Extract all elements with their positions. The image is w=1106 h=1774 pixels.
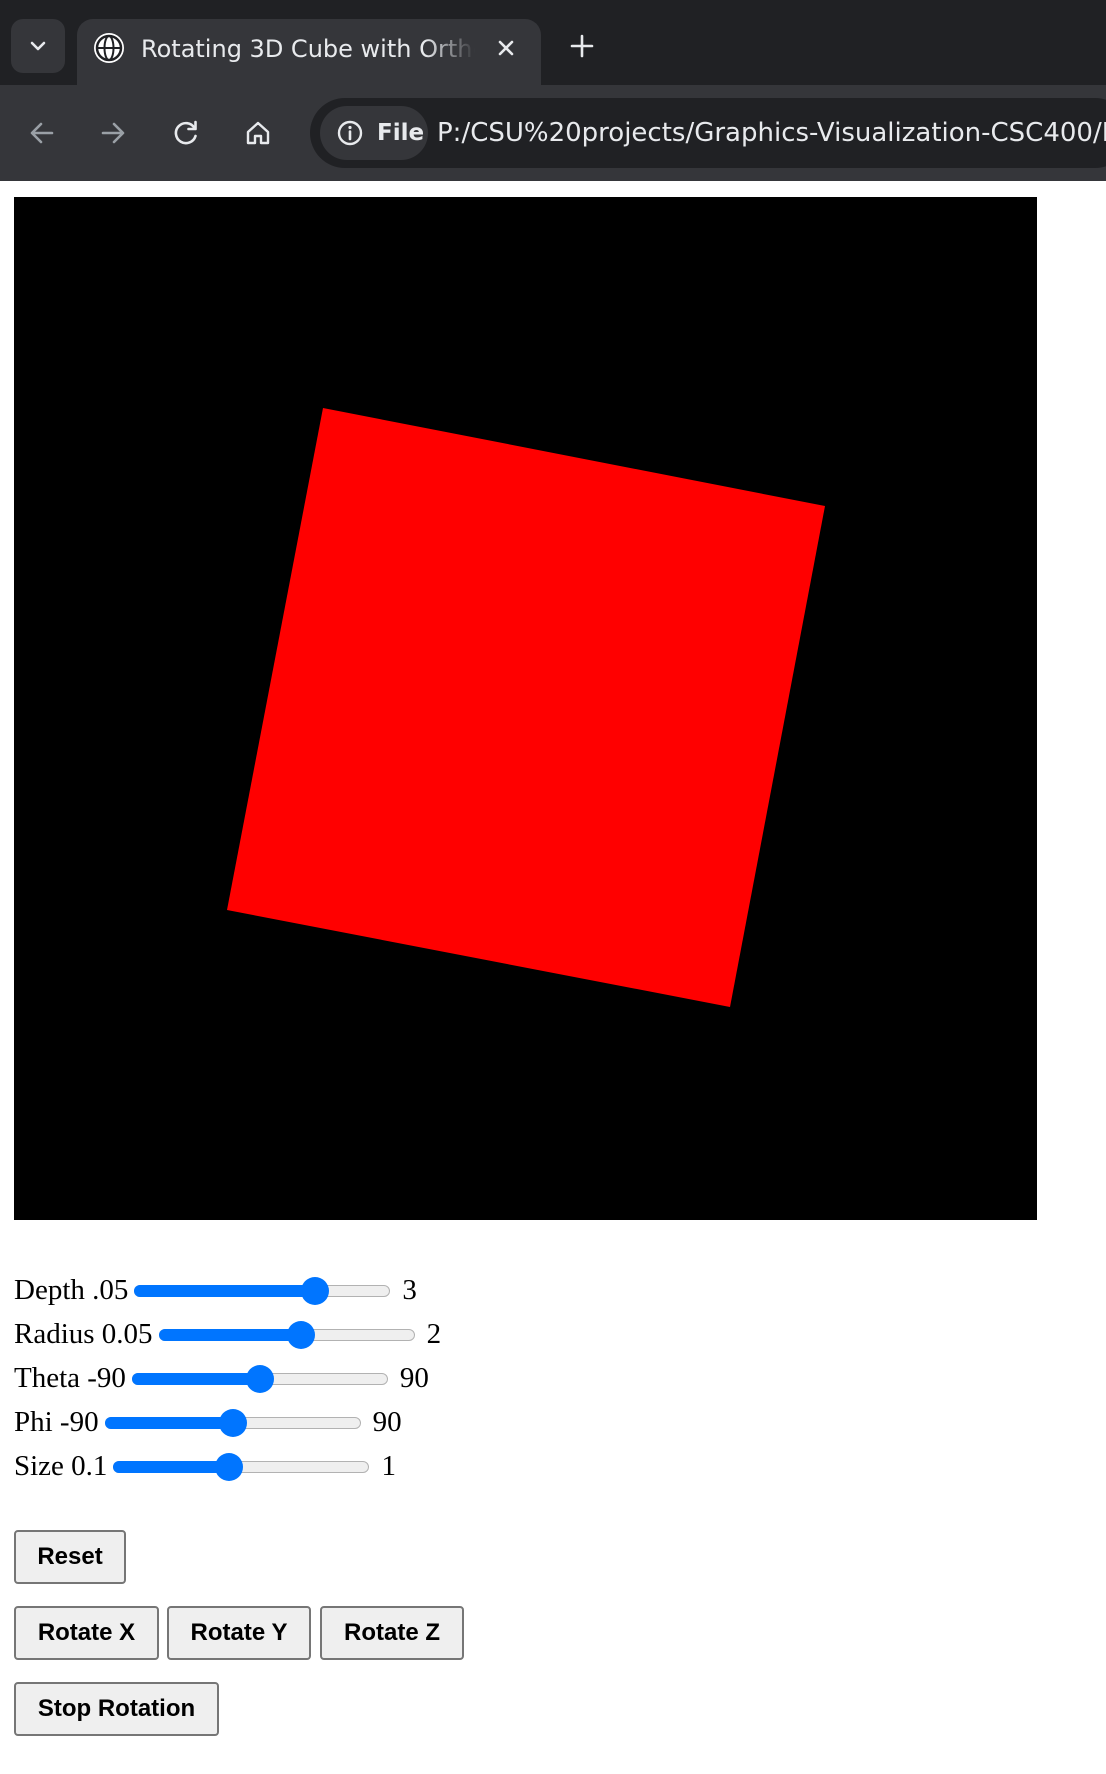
slider-max-label: 3 <box>402 1273 417 1306</box>
slider-thumb[interactable] <box>218 1409 247 1437</box>
site-chip-label: File <box>377 120 425 146</box>
depth-slider-row: Depth .05 3 <box>14 1268 441 1312</box>
slider-label: Theta -90 <box>14 1361 126 1394</box>
back-arrow-icon <box>30 122 54 144</box>
browser-tab[interactable]: Rotating 3D Cube with Orthographic Proje… <box>77 19 541 85</box>
address-bar[interactable]: File P:/CSU%20projects/Graphics-Visualiz… <box>310 98 1106 168</box>
slider-max-label: 2 <box>426 1317 442 1350</box>
phi-slider[interactable] <box>104 1407 361 1437</box>
theta-slider[interactable] <box>131 1363 388 1393</box>
close-icon[interactable] <box>489 31 523 65</box>
chevron-down-icon <box>30 41 46 51</box>
theta-slider-row: Theta -90 90 <box>14 1356 441 1400</box>
tab-search-button[interactable] <box>11 19 65 73</box>
back-button[interactable] <box>20 111 64 155</box>
forward-arrow-icon <box>101 122 125 144</box>
rotate-x-button[interactable]: Rotate X <box>14 1606 159 1660</box>
home-button[interactable] <box>236 111 280 155</box>
new-tab-button[interactable] <box>563 27 601 65</box>
slider-controls: Depth .05 3 Radius 0.05 2 Theta -90 90 P… <box>14 1268 441 1488</box>
phi-slider-row: Phi -90 90 <box>14 1400 441 1444</box>
slider-thumb[interactable] <box>245 1365 274 1393</box>
reset-button[interactable]: Reset <box>14 1530 126 1584</box>
slider-thumb[interactable] <box>287 1321 316 1349</box>
tab-strip: Rotating 3D Cube with Orthographic Proje… <box>0 0 1106 85</box>
slider-max-label: 90 <box>372 1405 402 1438</box>
rotate-y-button[interactable]: Rotate Y <box>167 1606 311 1660</box>
forward-button[interactable] <box>91 111 135 155</box>
radius-slider[interactable] <box>158 1319 415 1349</box>
stop-rotation-button[interactable]: Stop Rotation <box>14 1682 219 1736</box>
home-icon <box>246 121 270 145</box>
size-slider[interactable] <box>113 1451 370 1481</box>
globe-icon <box>94 33 124 63</box>
radius-slider-row: Radius 0.05 2 <box>14 1312 441 1356</box>
reload-button[interactable] <box>164 111 208 155</box>
slider-max-label: 1 <box>381 1449 396 1482</box>
slider-label: Depth .05 <box>14 1273 129 1306</box>
slider-label: Size 0.1 <box>14 1449 108 1482</box>
slider-label: Phi -90 <box>14 1405 99 1438</box>
webgl-canvas[interactable] <box>14 197 1037 1220</box>
slider-thumb[interactable] <box>214 1453 243 1481</box>
site-info-chip[interactable]: File <box>320 106 428 160</box>
slider-thumb[interactable] <box>300 1277 329 1305</box>
browser-toolbar: File P:/CSU%20projects/Graphics-Visualiz… <box>0 85 1106 181</box>
rotate-z-button[interactable]: Rotate Z <box>320 1606 464 1660</box>
tab-title: Rotating 3D Cube with Orthographic Proje… <box>141 35 475 63</box>
reload-icon <box>174 120 197 145</box>
url-text[interactable]: P:/CSU%20projects/Graphics-Visualization… <box>437 118 1106 148</box>
slider-max-label: 90 <box>399 1361 429 1394</box>
info-icon <box>337 120 363 146</box>
size-slider-row: Size 0.1 1 <box>14 1444 441 1488</box>
depth-slider[interactable] <box>134 1275 391 1305</box>
slider-label: Radius 0.05 <box>14 1317 153 1350</box>
plus-icon <box>570 34 594 58</box>
cube-face <box>227 408 825 1007</box>
